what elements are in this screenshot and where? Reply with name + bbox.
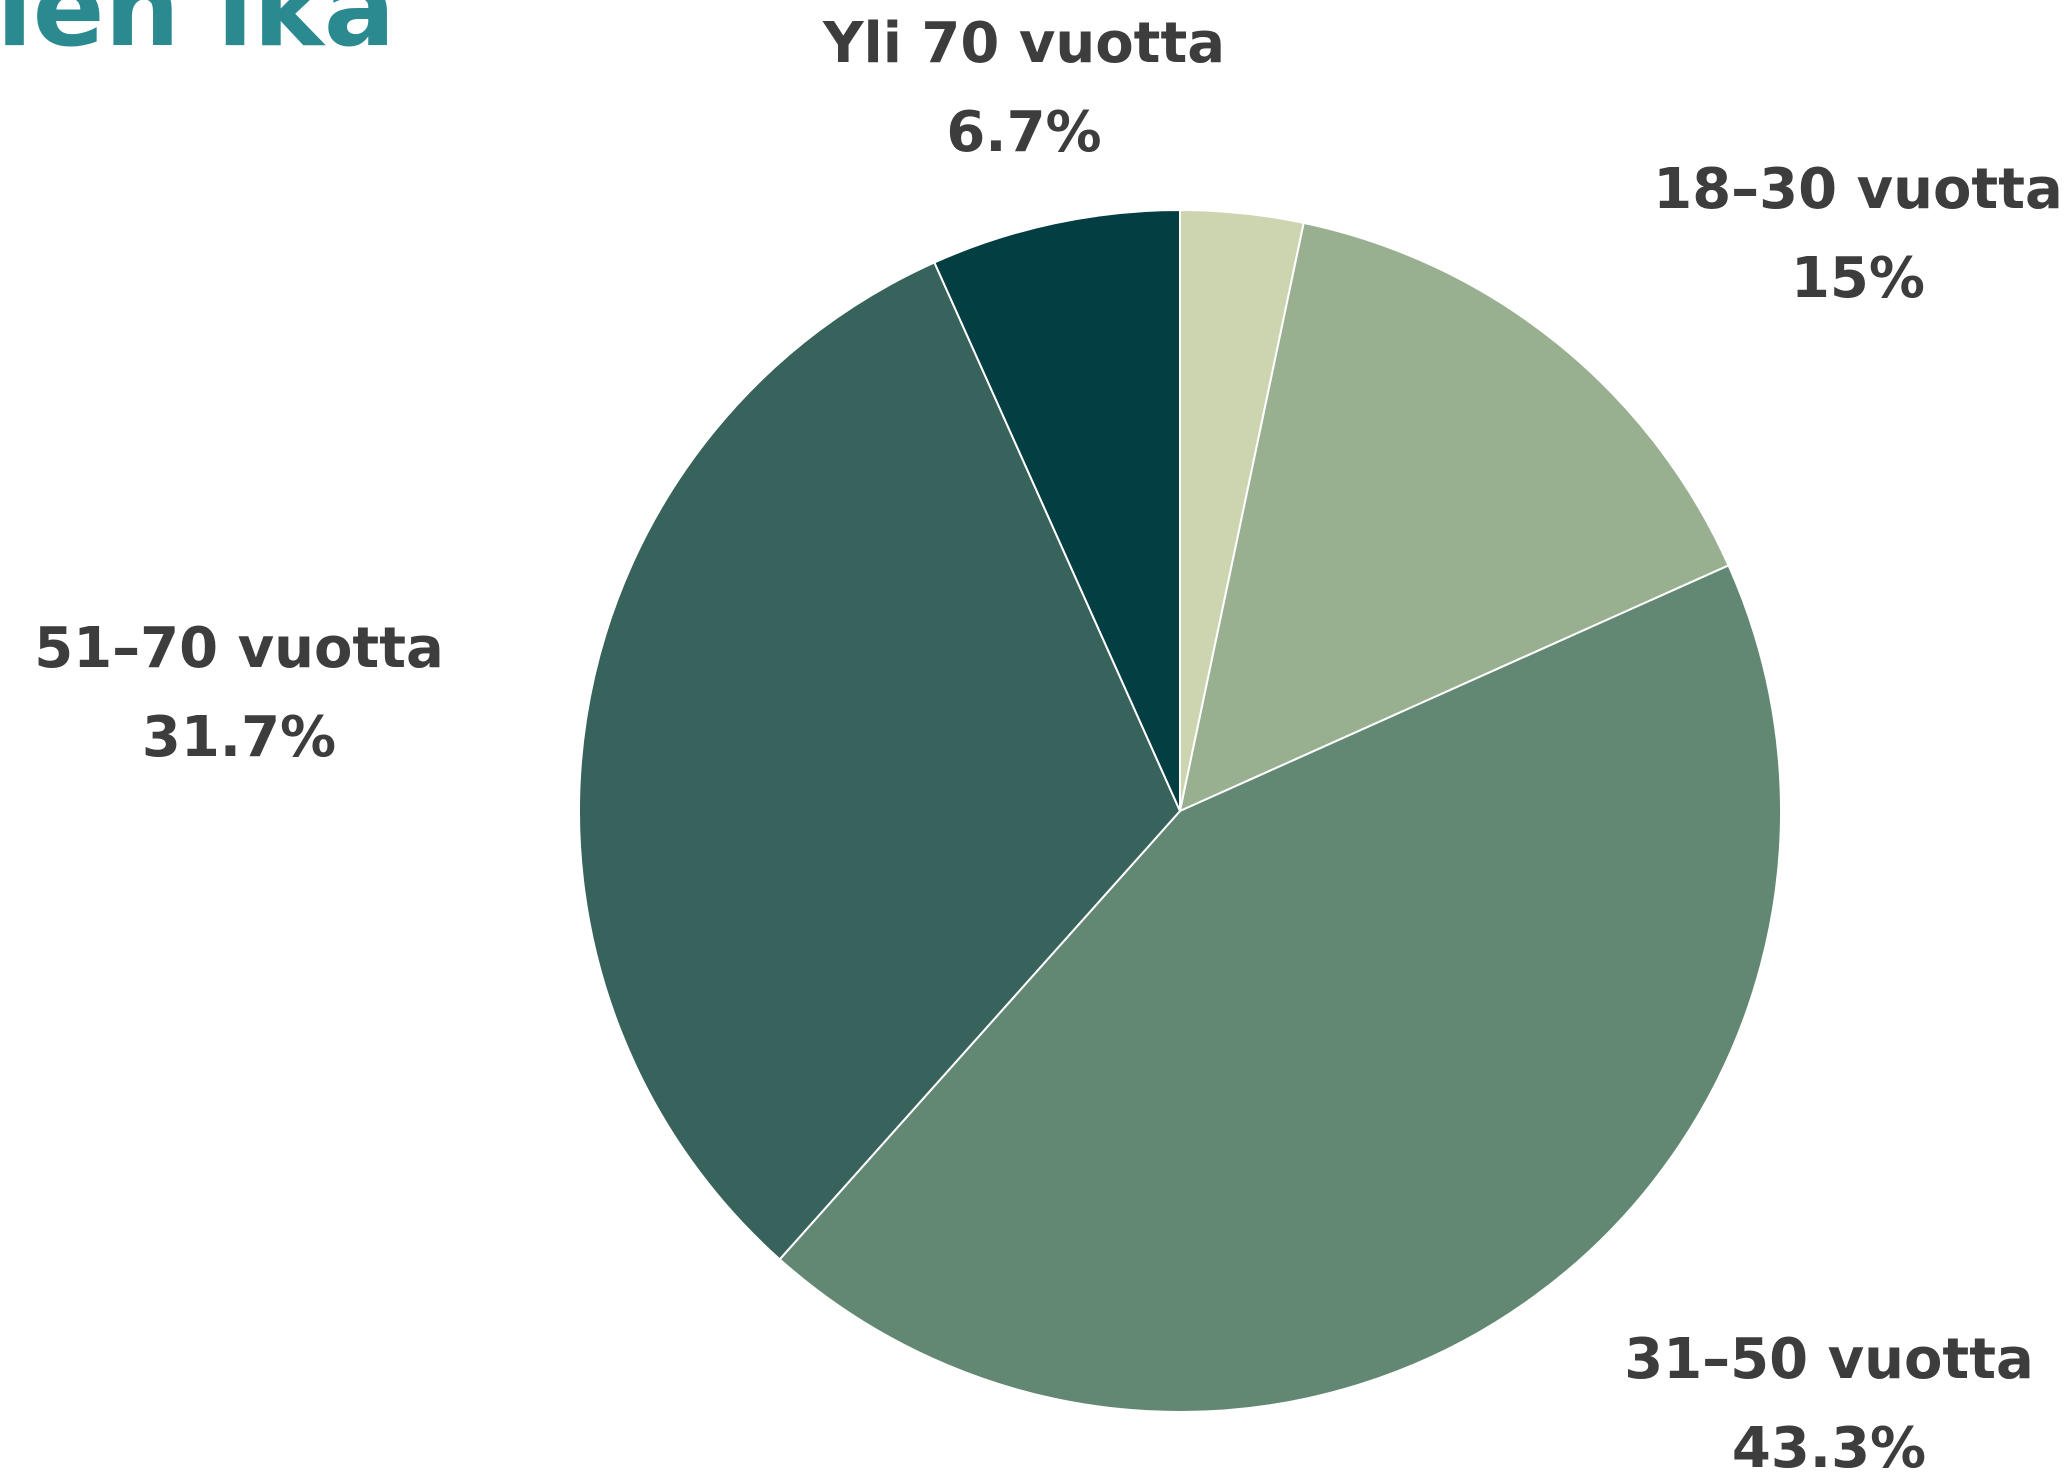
slice-value-label: 6.7% — [946, 100, 1101, 165]
slice-value-label: 43.3% — [1732, 1416, 1926, 1472]
slice-value-label: 31.7% — [142, 705, 336, 770]
pie-slice — [1178, 221, 1730, 813]
slice-label: 51–70 vuotta — [34, 616, 444, 681]
slice-value-label: 15% — [1791, 246, 1925, 311]
pie-slice — [933, 208, 1181, 812]
pie-slice — [778, 564, 1782, 1413]
slice-label: 18–30 vuotta — [1653, 157, 2063, 222]
slice-label: 31–50 vuotta — [1624, 1327, 2034, 1392]
pie-slice — [578, 261, 1182, 1261]
slice-label: Yli 70 vuotta — [822, 11, 1225, 76]
chart-title: jien ikä — [0, 0, 395, 70]
